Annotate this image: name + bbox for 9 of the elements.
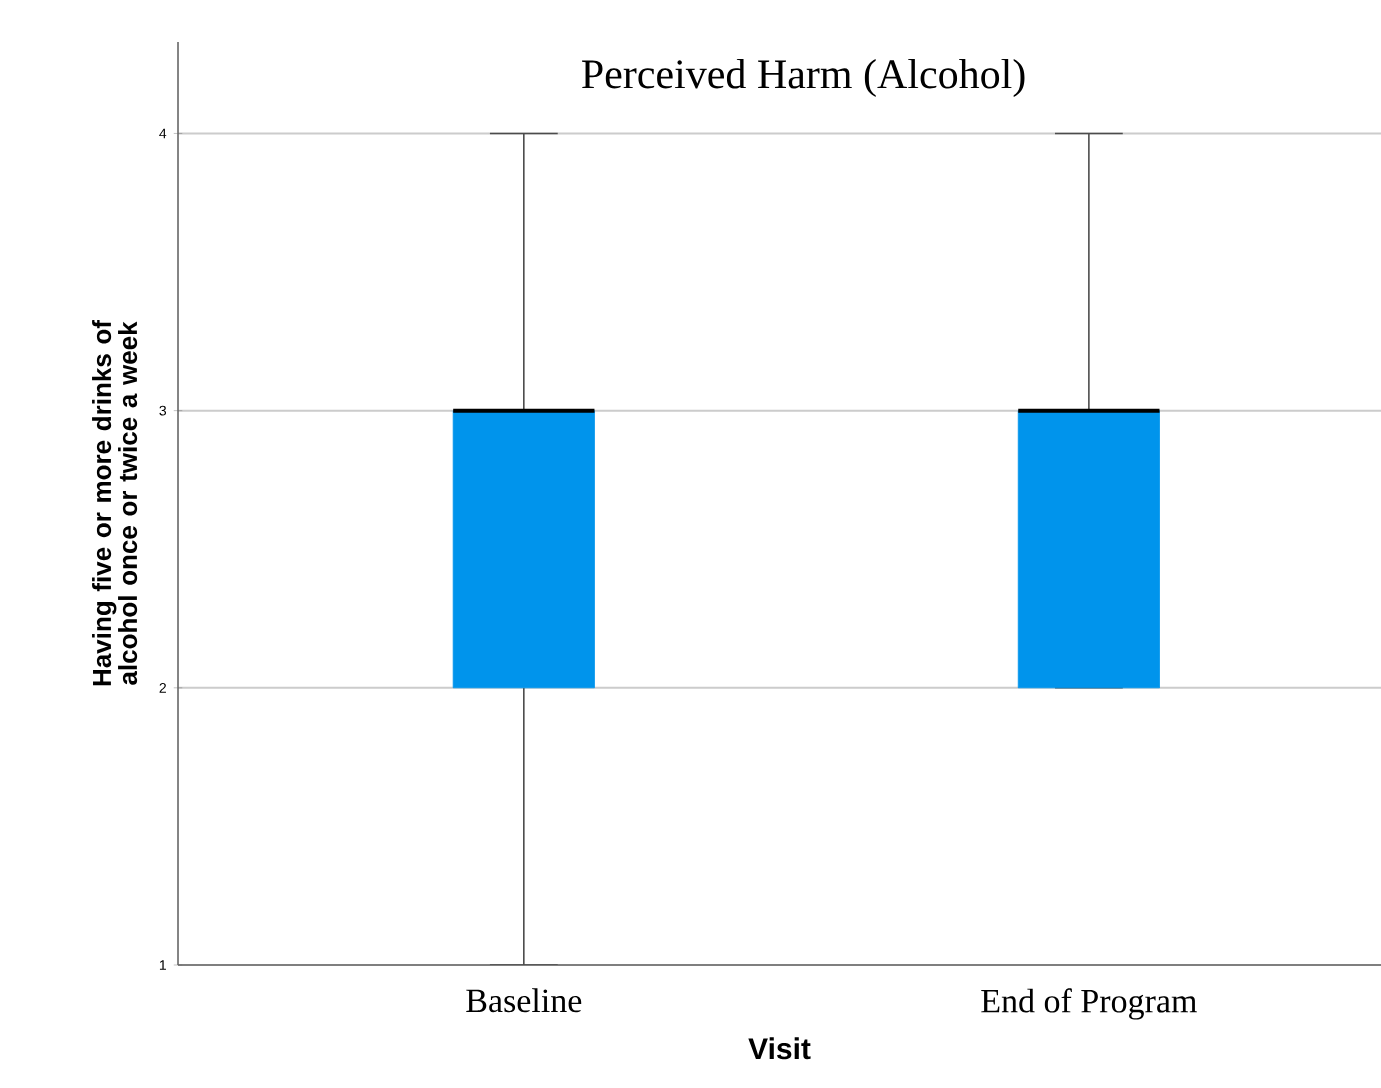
x-axis-title: Visit (748, 1037, 811, 1060)
x-tick-label: End of Program (981, 988, 1197, 1020)
y-tick-label: 1 (159, 960, 166, 970)
chart-title: Perceived Harm (Alcohol) (582, 58, 1025, 98)
y-tick-label: 4 (159, 128, 167, 139)
x-tick-label: Baseline (466, 988, 582, 1013)
y-tick-label: 3 (159, 405, 167, 416)
y-tick-label: 2 (159, 682, 166, 693)
y-axis-title: Having five or more drinks of alcohol once or twice a week (92, 319, 138, 686)
